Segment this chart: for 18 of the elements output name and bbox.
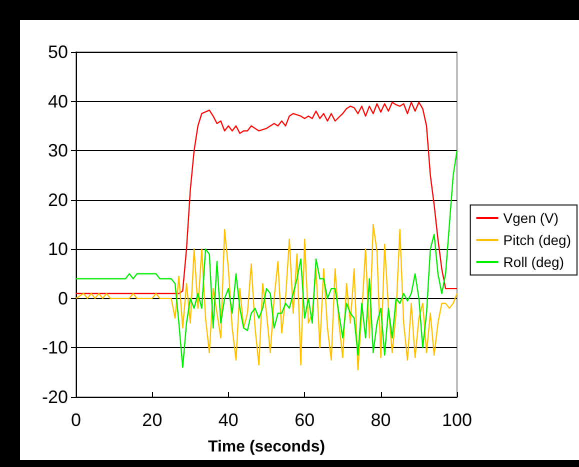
y-tick-label: 0 xyxy=(58,288,68,308)
x-tick-label: 60 xyxy=(294,410,315,430)
y-tick-label: 10 xyxy=(48,239,68,260)
x-tick-label: 40 xyxy=(218,410,238,430)
x-axis-title: Time (seconds) xyxy=(208,438,326,456)
legend-label: Roll (deg) xyxy=(503,254,564,270)
legend-label: Vgen (V) xyxy=(503,210,559,226)
x-tick-label: 20 xyxy=(142,410,162,430)
y-tick-label: 40 xyxy=(48,91,68,112)
y-tick-label: 20 xyxy=(48,190,68,210)
x-tick-label: 80 xyxy=(370,410,391,430)
y-tick-label: 50 xyxy=(48,42,68,62)
y-tick-label: -10 xyxy=(42,338,68,358)
x-tick-label: 0 xyxy=(70,410,82,430)
legend-label: Pitch (deg) xyxy=(503,232,572,248)
y-tick-label: -20 xyxy=(42,387,68,407)
y-tick-label: 30 xyxy=(48,140,68,161)
x-tick-label: 100 xyxy=(442,410,472,430)
